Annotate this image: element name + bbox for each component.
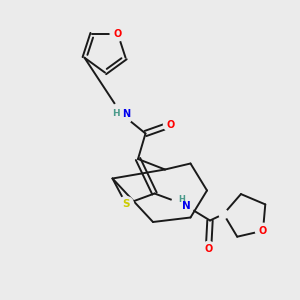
Text: N: N [182, 201, 190, 212]
Circle shape [256, 223, 271, 238]
Circle shape [110, 103, 133, 125]
Text: O: O [114, 28, 122, 38]
Circle shape [118, 196, 134, 211]
Text: S: S [122, 199, 130, 209]
Circle shape [201, 242, 216, 256]
Text: O: O [167, 119, 175, 130]
Circle shape [164, 117, 178, 132]
Circle shape [219, 209, 228, 218]
Text: H: H [178, 195, 185, 204]
Text: H: H [112, 110, 120, 118]
Circle shape [110, 26, 125, 41]
Text: N: N [122, 109, 130, 119]
Text: O: O [204, 244, 213, 254]
Circle shape [172, 193, 194, 215]
Text: O: O [259, 226, 267, 236]
